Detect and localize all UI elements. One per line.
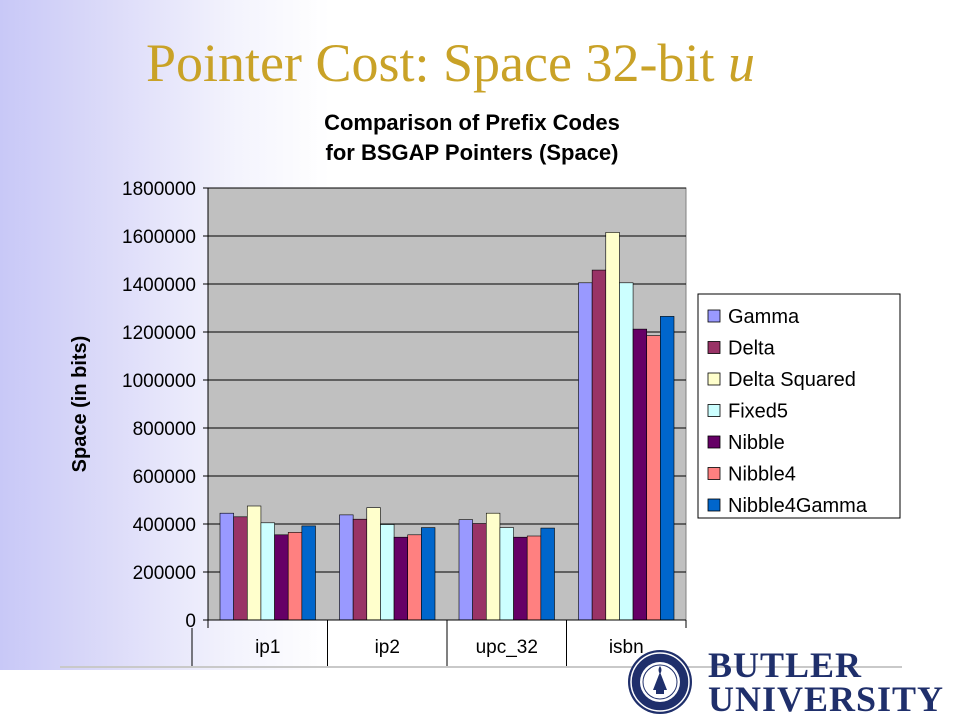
legend-swatch <box>707 404 721 417</box>
bar-isbn-delta <box>591 269 607 621</box>
bar-ip1-fixed5 <box>260 522 275 621</box>
legend-label: Fixed5 <box>728 401 788 423</box>
bar-isbn-nibble4 <box>646 335 661 621</box>
legend-swatch <box>707 309 721 323</box>
bar-ip1-nibble <box>274 534 289 621</box>
footer-divider <box>60 666 902 668</box>
legend-label: Gamma <box>728 306 800 328</box>
chart-title: Comparison of Prefix Codes for BSGAP Poin… <box>324 110 620 165</box>
legend: Gamma Delta Delta Squared Fixed5 Nibble Nibbl… <box>697 293 901 519</box>
bar-ip1-gamma <box>219 512 234 621</box>
chart-title-line-2: for BSGAP Pointers (Space) <box>326 140 619 165</box>
y-tick-label: 1200000 <box>122 323 196 344</box>
bar-ip2-delta <box>352 518 368 621</box>
slide-title-text: Pointer Cost: Space 32-bit <box>146 33 728 93</box>
bar-upc_32-nibble <box>513 536 528 621</box>
bar-ip2-nibble4 <box>407 534 422 621</box>
legend-box <box>697 293 901 519</box>
legend-swatch <box>707 498 721 512</box>
y-tick-label: 1400000 <box>122 275 196 296</box>
bar-upc_32-nibble4 <box>526 535 542 621</box>
legend-swatch <box>707 467 721 480</box>
bar-upc_32-gamma <box>458 519 473 621</box>
bar-upc_32-delta-squared <box>485 512 501 621</box>
y-axis-title-text: Space (in bits) <box>69 336 91 473</box>
x-tick-label: isbn <box>609 637 644 658</box>
y-tick-label: 200000 <box>133 563 196 584</box>
legend-label: Delta Squared <box>728 369 856 391</box>
butler-university-logo: BUTLER UNIVERSITY <box>626 646 956 720</box>
y-tick-label: 600000 <box>133 467 196 488</box>
x-tick-label: upc_32 <box>476 637 538 658</box>
bar-ip2-gamma <box>339 514 354 621</box>
wordmark-line-1: BUTLER <box>708 645 863 685</box>
y-tick-label: 800000 <box>133 419 196 440</box>
bar-isbn-fixed5 <box>619 282 634 621</box>
bar-ip2-nibble4gamma <box>421 527 436 621</box>
slide-title: Pointer Cost: Space 32-bit u <box>146 28 906 98</box>
legend-label: Nibble4 <box>728 464 796 486</box>
y-tick-label: 0 <box>185 611 196 632</box>
bar-upc_32-nibble4gamma <box>540 527 555 621</box>
bar-isbn-gamma <box>578 282 593 621</box>
legend-label: Delta <box>728 338 776 360</box>
chart-title-line-1: Comparison of Prefix Codes <box>324 110 620 135</box>
bar-ip2-fixed5 <box>380 524 395 621</box>
bar-ip2-delta-squared <box>366 507 381 621</box>
y-tick-label: 1800000 <box>122 179 196 200</box>
y-axis-ticks: 0 200000 400000 600000 800000 1000000 1200000 1… <box>122 179 208 632</box>
legend-label: Nibble4Gamma <box>728 495 868 517</box>
x-axis-ticks: ip1 ip2 upc_32 isbn <box>191 620 687 668</box>
x-tick-label: ip1 <box>255 637 280 658</box>
slide-title-variable: u <box>727 33 755 93</box>
university-seal-icon <box>628 650 692 714</box>
y-tick-label: 1600000 <box>122 227 196 248</box>
x-tick-label: ip2 <box>375 637 400 658</box>
legend-swatch <box>707 372 721 386</box>
bar-isbn-delta-squared <box>605 232 620 621</box>
legend-swatch <box>707 435 721 449</box>
bar-isbn-nibble <box>632 328 648 621</box>
bar-isbn-nibble4gamma <box>660 316 675 621</box>
y-tick-label: 1000000 <box>122 371 196 392</box>
y-axis-title: Space (in bits) <box>69 336 91 473</box>
legend-swatch <box>707 341 721 354</box>
bars <box>219 232 675 621</box>
bar-ip1-delta <box>233 516 248 621</box>
bar-upc_32-fixed5 <box>499 527 514 621</box>
y-tick-label: 400000 <box>133 515 196 536</box>
bar-ip1-nibble4 <box>287 532 303 621</box>
legend-label: Nibble <box>728 432 785 454</box>
bar-upc_32-delta <box>472 523 487 621</box>
university-wordmark: BUTLER UNIVERSITY <box>708 645 945 719</box>
bar-ip1-nibble4gamma <box>301 525 316 621</box>
wordmark-line-2: UNIVERSITY <box>708 679 945 719</box>
bar-ip2-nibble <box>393 536 409 621</box>
bar-ip1-delta-squared <box>246 505 262 621</box>
